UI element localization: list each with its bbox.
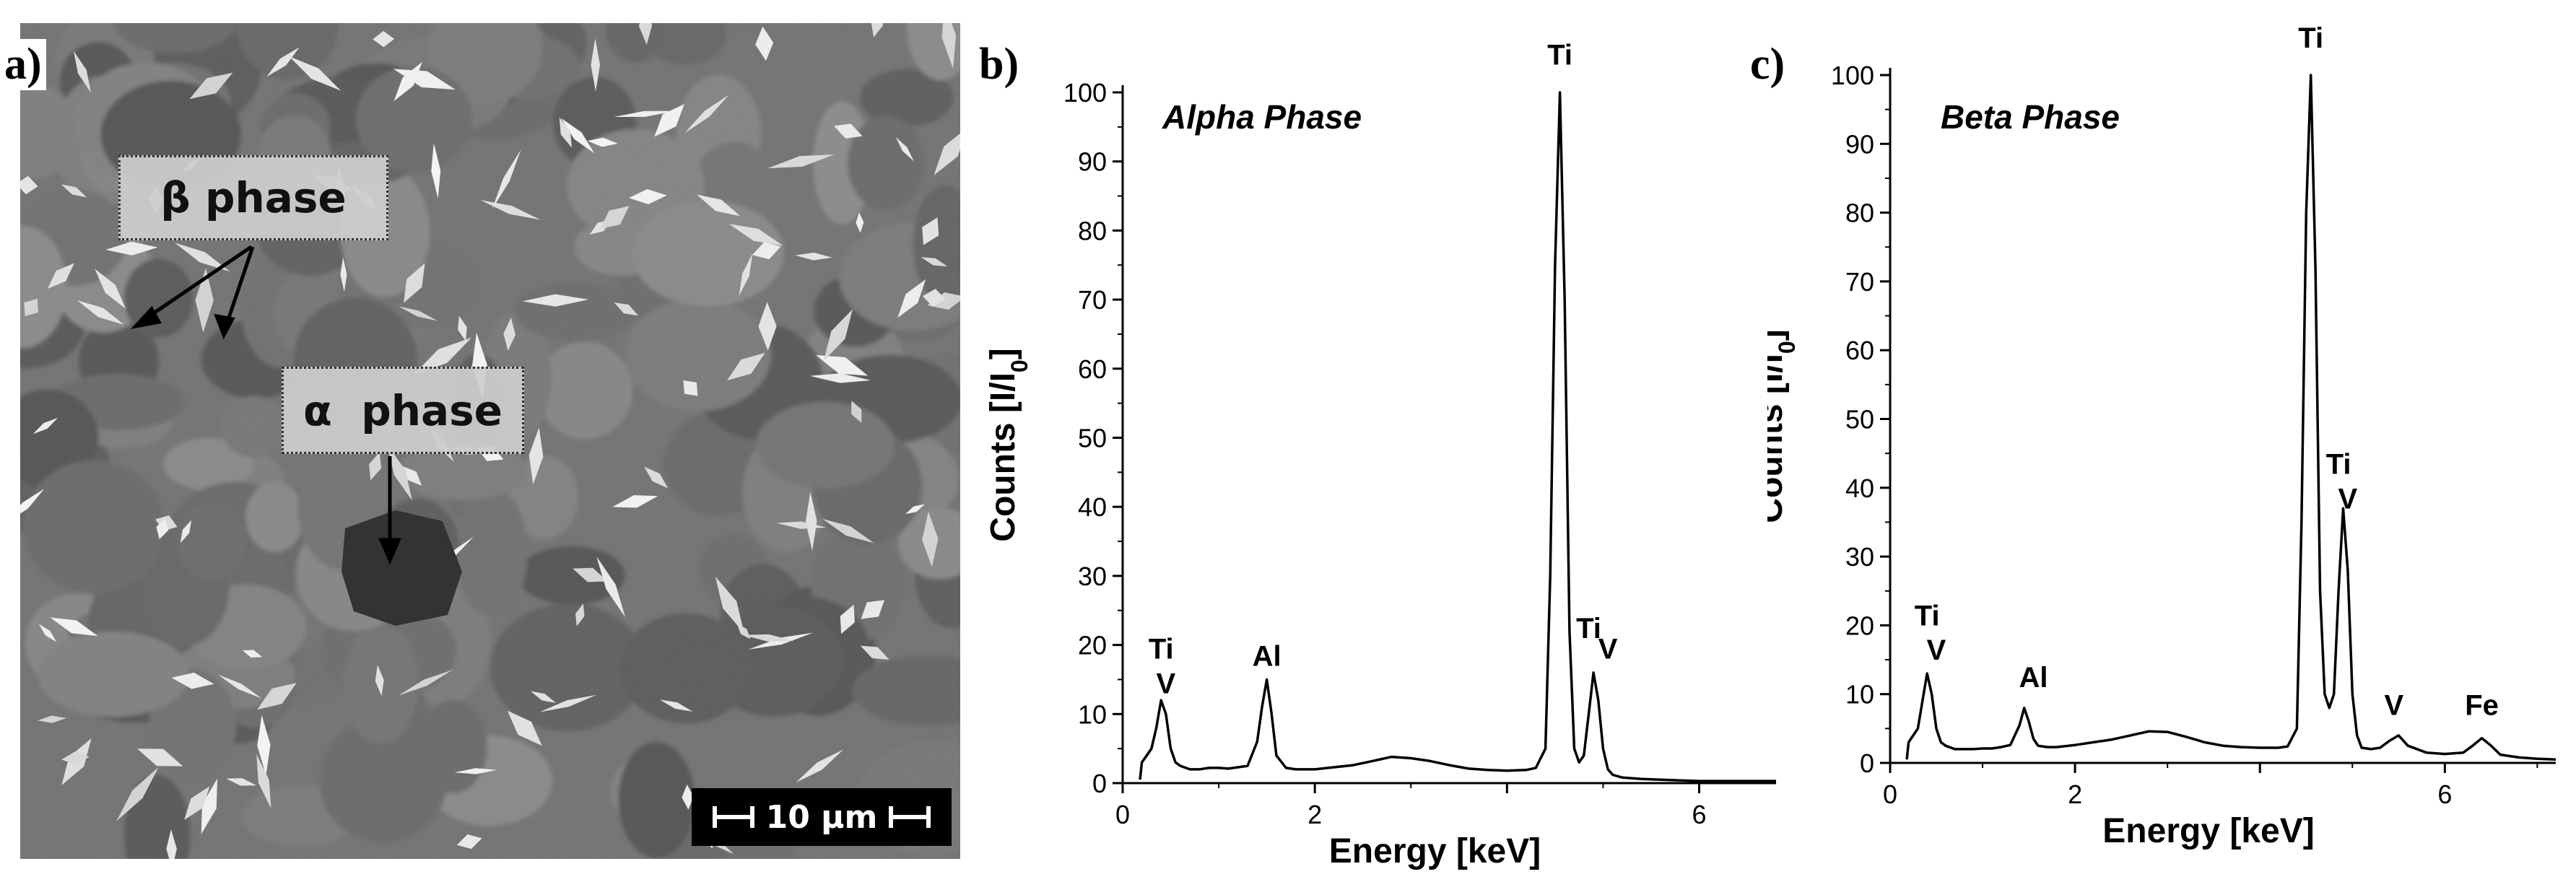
y-tick-label: 10 <box>1845 680 1874 709</box>
y-tick-label: 50 <box>1845 405 1874 435</box>
x-tick-label: 0 <box>1115 800 1130 829</box>
x-tick-label: 2 <box>2068 780 2082 809</box>
y-axis-label: Counts [I/I0] <box>1767 329 1800 523</box>
peak-label: Ti <box>1547 40 1572 71</box>
peak-label: V <box>2385 689 2404 721</box>
x-axis-label: Energy [keV] <box>1329 832 1541 870</box>
peak-label: V <box>2338 483 2358 515</box>
peak-label: V <box>1598 634 1618 665</box>
beta-phase-label: β phase <box>118 155 388 240</box>
peak-label: Ti <box>2326 449 2351 481</box>
y-tick-label: 80 <box>1845 198 1874 228</box>
peak-label: Ti <box>1149 634 1174 665</box>
scale-bar-right-icon <box>889 806 931 828</box>
y-tick-label: 30 <box>1845 542 1874 572</box>
y-tick-label: 60 <box>1078 354 1107 384</box>
alpha-phase-label: α phase <box>282 367 524 454</box>
micrograph-image <box>20 23 960 859</box>
y-tick-label: 90 <box>1078 147 1107 177</box>
scale-bar-text: 10 μm <box>765 798 878 836</box>
chart-title: Beta Phase <box>1941 98 2120 136</box>
x-tick-label: 6 <box>1692 800 1707 829</box>
y-tick-label: 0 <box>1092 769 1107 798</box>
peak-label: Ti <box>1915 600 1940 632</box>
peak-label: Ti <box>1576 613 1601 645</box>
y-tick-label: 0 <box>1860 748 1874 778</box>
panel-label-c: c) <box>1750 40 1785 89</box>
scale-bar-left-icon <box>712 806 754 828</box>
x-tick-label: 2 <box>1307 800 1322 829</box>
y-tick-label: 10 <box>1078 699 1107 729</box>
spectrum-line <box>1905 74 2557 761</box>
y-axis-label: Counts [I/I0] <box>984 348 1032 541</box>
y-tick-label: 20 <box>1078 631 1107 660</box>
x-axis-label: Energy [keV] <box>2102 812 2314 850</box>
y-tick-label: 80 <box>1078 216 1107 245</box>
peak-label: V <box>1927 634 1946 666</box>
y-tick-label: 70 <box>1078 285 1107 315</box>
peak-label: Al <box>1253 640 1282 672</box>
peak-label: Al <box>2019 662 2048 694</box>
peak-label: Ti <box>2298 22 2323 54</box>
chart-title: Alpha Phase <box>1162 98 1362 136</box>
x-tick-label: 6 <box>2437 780 2452 809</box>
panel-label-a: a) <box>0 39 46 90</box>
peak-label: V <box>1157 668 1176 700</box>
y-tick-label: 50 <box>1078 424 1107 453</box>
scale-bar: 10 μm <box>692 788 952 846</box>
y-tick-label: 40 <box>1845 473 1874 503</box>
peak-label: Fe <box>2465 689 2499 721</box>
y-tick-label: 100 <box>1063 78 1107 108</box>
x-tick-label: 0 <box>1883 780 1897 809</box>
y-tick-label: 70 <box>1845 267 1874 297</box>
y-tick-label: 100 <box>1831 61 1874 90</box>
y-tick-label: 60 <box>1845 336 1874 365</box>
y-tick-label: 20 <box>1845 611 1874 640</box>
y-tick-label: 40 <box>1078 492 1107 522</box>
panel-label-b: b) <box>979 40 1019 89</box>
spectrum-line <box>1139 91 1776 782</box>
alpha-grain <box>341 510 462 626</box>
sem-micrograph: β phase α phase 10 μm <box>20 23 960 859</box>
y-tick-label: 30 <box>1078 562 1107 591</box>
y-tick-label: 90 <box>1845 129 1874 159</box>
